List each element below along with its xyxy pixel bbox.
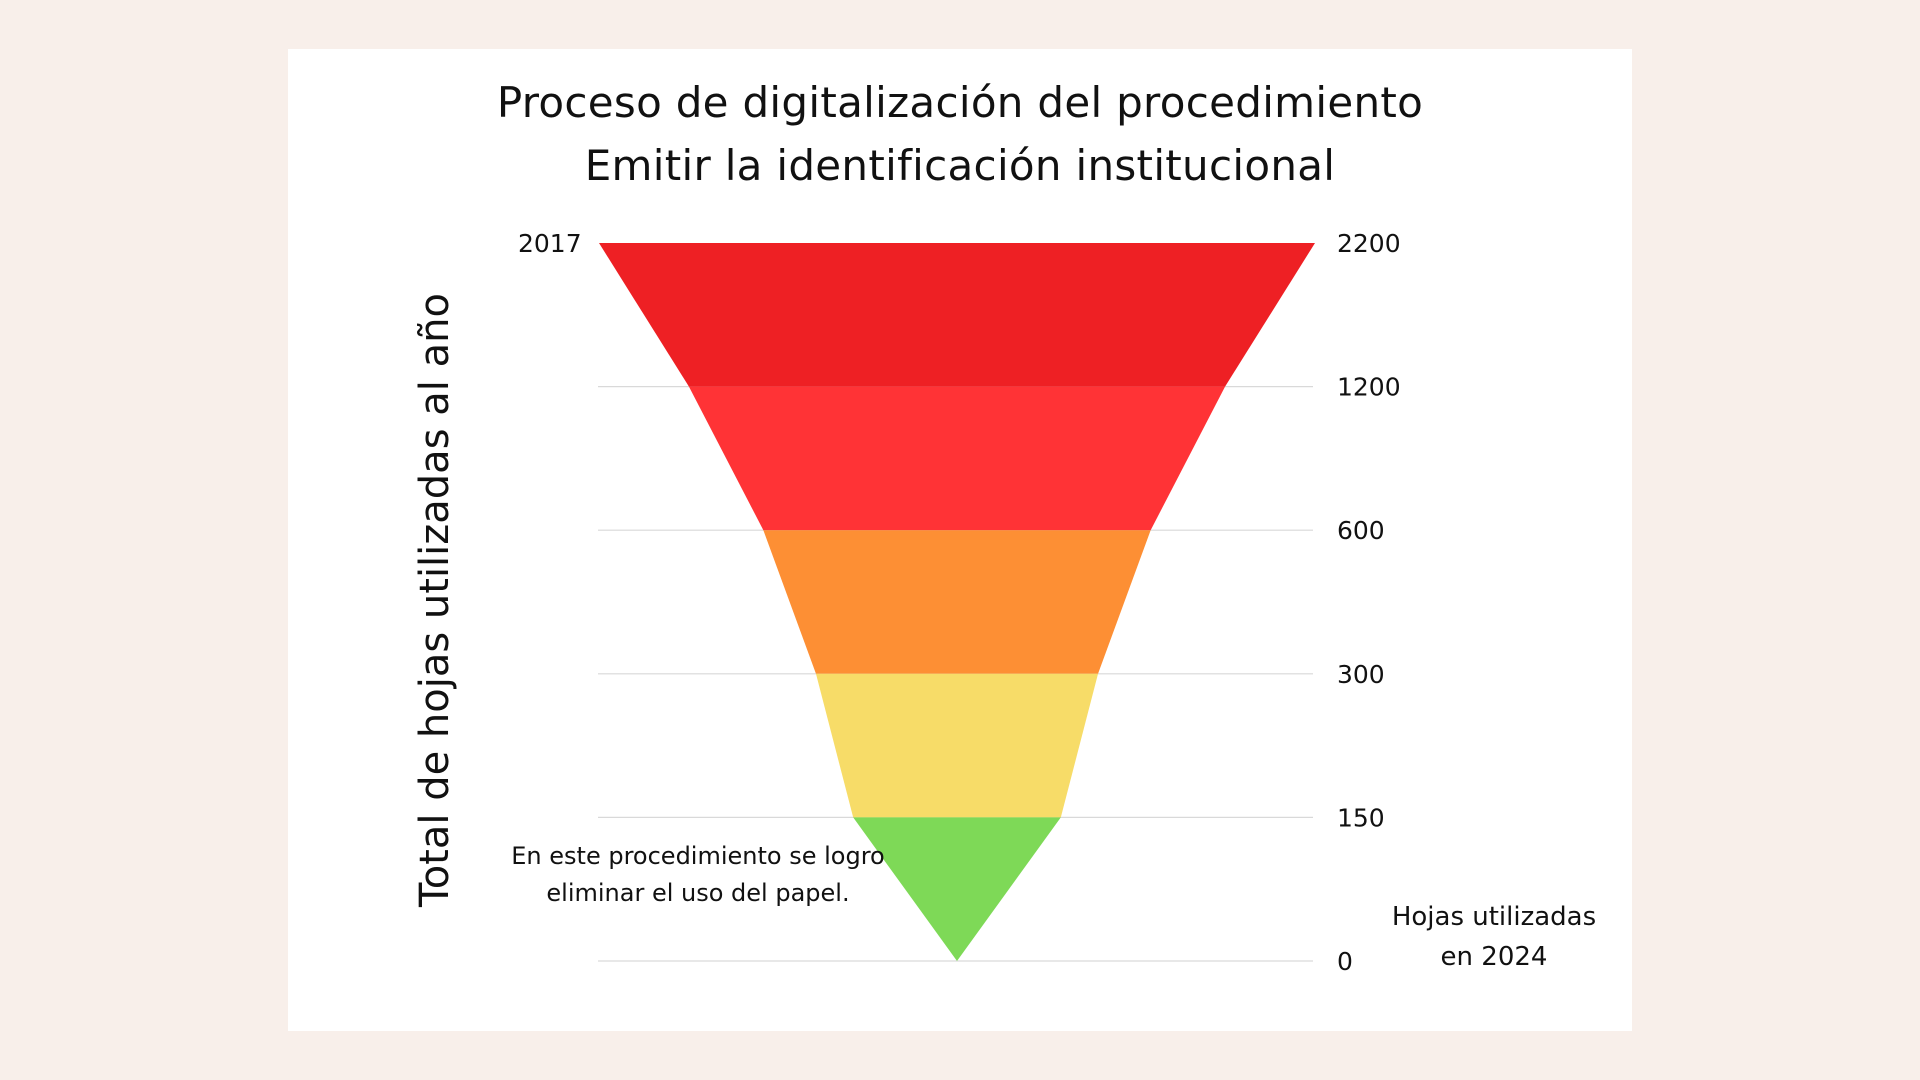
chart-title: Proceso de digitalización del procedimie… [496, 78, 1424, 127]
top-year-label: 2017 [518, 229, 582, 258]
tick-label-150: 150 [1337, 803, 1385, 832]
tick-label-600: 600 [1337, 516, 1385, 545]
funnel-segment-2200-1200 [599, 243, 1315, 387]
annotation-line-1: En este procedimiento se logro [511, 842, 885, 870]
funnel-segment-1200-600 [688, 386, 1226, 531]
annotation-line-2: eliminar el uso del papel. [546, 879, 850, 907]
y-axis-label: Total de hojas utilizadas al año [412, 293, 458, 907]
tick-label-1200: 1200 [1337, 373, 1401, 402]
tick-label-2200: 2200 [1337, 229, 1401, 258]
annotation-text: En este procedimiento se logro eliminar … [398, 838, 998, 912]
note-text: Hojas utilizadas en 2024 [1344, 897, 1644, 977]
funnel-segment-150-0 [853, 817, 1061, 961]
funnel-segment-300-150 [815, 673, 1099, 818]
tick-label-300: 300 [1337, 660, 1385, 689]
funnel-segment-600-300 [763, 530, 1151, 674]
tick-label-0: 0 [1337, 947, 1353, 976]
note-line-2: en 2024 [1440, 942, 1548, 972]
note-line-1: Hojas utilizadas [1391, 902, 1597, 932]
chart-subtitle: Emitir la identificación institucional [584, 141, 1336, 190]
